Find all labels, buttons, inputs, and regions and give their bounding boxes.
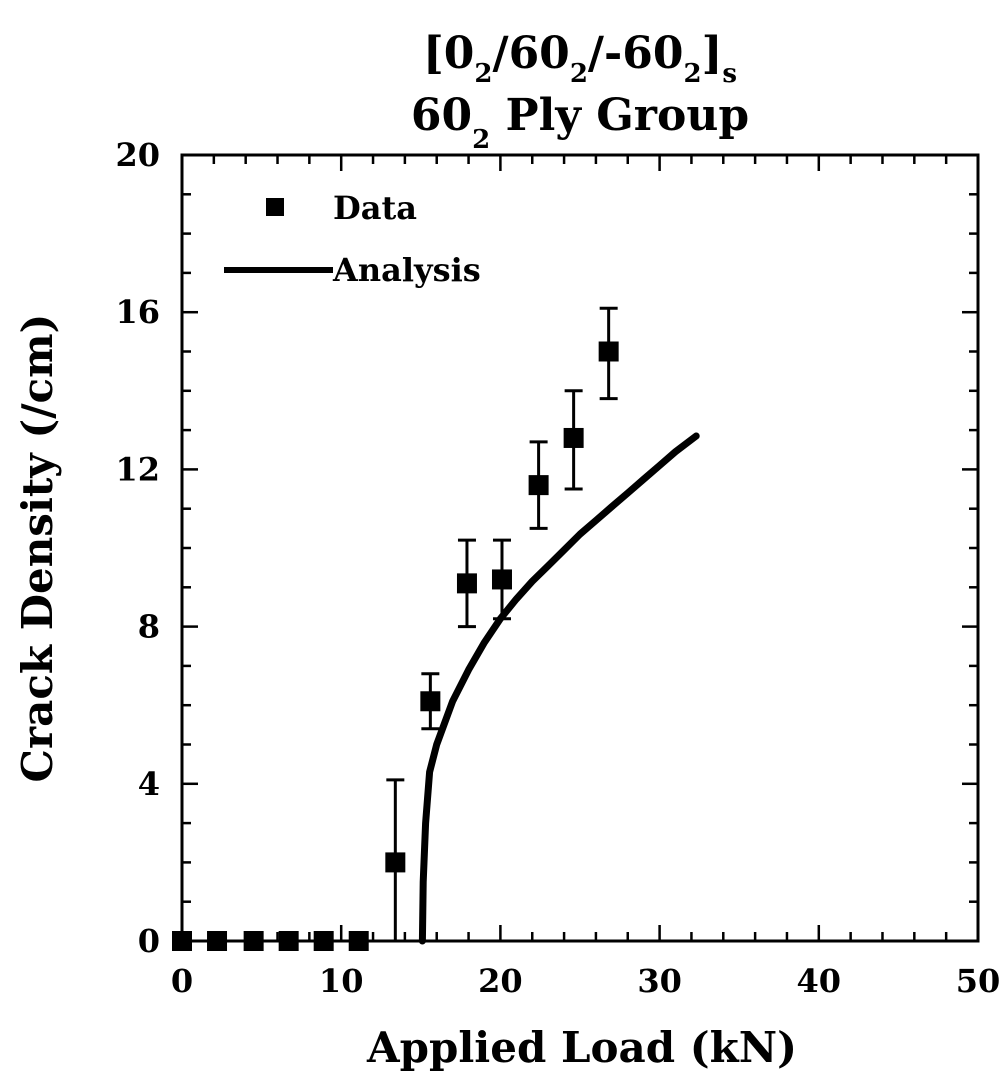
data-point [207, 931, 228, 951]
title-part: ] [702, 28, 723, 79]
title-part: [0 [423, 28, 474, 79]
title-subscript: 2 [474, 59, 492, 89]
data-point [172, 931, 192, 951]
y-axis-label: Crack Density (/cm) [13, 314, 62, 783]
chart-title-line1: [02/602/-602]s [423, 28, 737, 89]
title-subscript: 2 [570, 59, 588, 89]
x-tick-label: 20 [478, 962, 523, 1000]
y-tick-label: 12 [115, 450, 160, 488]
title-part: 60 [411, 90, 472, 141]
legend-data-label: Data [333, 189, 417, 227]
x-tick-label: 40 [797, 962, 842, 1000]
data-point [243, 931, 264, 951]
title-subscript: 2 [472, 125, 490, 155]
analysis-line [418, 432, 700, 945]
data-point [348, 931, 369, 951]
legend: Data Analysis [224, 189, 481, 289]
x-tick-label: 10 [319, 962, 364, 1000]
x-tick-label: 50 [956, 962, 1001, 1000]
data-point [563, 427, 584, 448]
data-point [313, 931, 334, 951]
analysis-series [418, 432, 700, 945]
title-subscript: s [722, 59, 737, 89]
data-point [456, 573, 477, 594]
title-part: /60 [493, 28, 570, 79]
title-subscript: 2 [683, 59, 701, 89]
title-part: Ply Group [490, 90, 749, 141]
data-point [491, 569, 512, 590]
title-part: /-60 [588, 28, 684, 79]
data-point [278, 931, 299, 951]
axis-ticks [180, 153, 980, 943]
legend-data-marker [266, 198, 284, 216]
y-tick-label: 4 [138, 765, 160, 803]
x-tick-label: 0 [171, 962, 193, 1000]
x-tick-label: 30 [637, 962, 682, 1000]
data-series [172, 306, 619, 951]
y-tick-label: 0 [138, 922, 160, 960]
x-axis-label: Applied Load (kN) [366, 1023, 797, 1072]
data-point [528, 475, 549, 496]
y-tick-label: 16 [115, 293, 160, 331]
data-point [420, 691, 441, 712]
x-tick-labels: 0 10 20 30 40 50 [171, 962, 1000, 1000]
y-tick-labels: 0 4 8 12 16 20 [115, 136, 160, 960]
data-point [385, 852, 406, 873]
y-tick-label: 8 [138, 608, 160, 646]
y-tick-label: 20 [115, 136, 160, 174]
legend-analysis-label: Analysis [332, 251, 481, 289]
data-point [598, 341, 619, 362]
chart-title-line2: 602 Ply Group [411, 90, 749, 155]
